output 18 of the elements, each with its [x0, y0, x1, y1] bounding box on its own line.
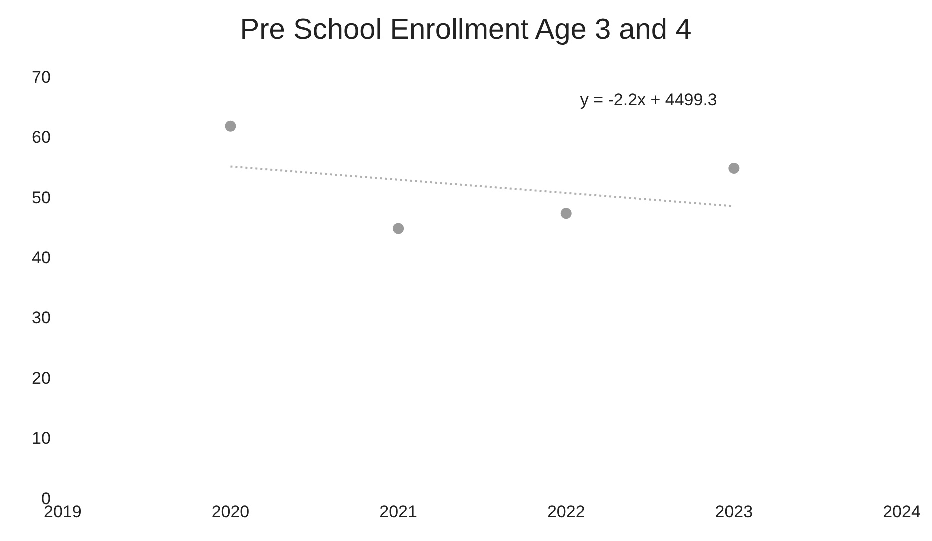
point — [728, 163, 740, 174]
point — [225, 120, 236, 132]
y-tick-label: 30 — [32, 308, 51, 328]
y-tick-label: 40 — [32, 248, 51, 268]
point — [393, 223, 404, 234]
y-tick-label: 20 — [32, 368, 51, 388]
y-tick-label: 10 — [32, 429, 51, 448]
x-tick-label: 2021 — [380, 502, 418, 522]
x-tick-label: 2023 — [715, 502, 754, 522]
point — [560, 208, 572, 220]
y-tick-label: 70 — [32, 68, 51, 87]
x-tick-label: 2020 — [212, 502, 250, 522]
y-tick-label: 50 — [32, 188, 51, 208]
annotation: y = -2.2x + 4499.3 — [580, 90, 718, 110]
chart-title: Pre School Enrollment Age 3 and 4 — [239, 14, 693, 48]
x-tick-label: 2022 — [547, 502, 586, 522]
y-tick-label: 60 — [32, 128, 51, 148]
x-tick-label: 2024 — [883, 502, 921, 522]
